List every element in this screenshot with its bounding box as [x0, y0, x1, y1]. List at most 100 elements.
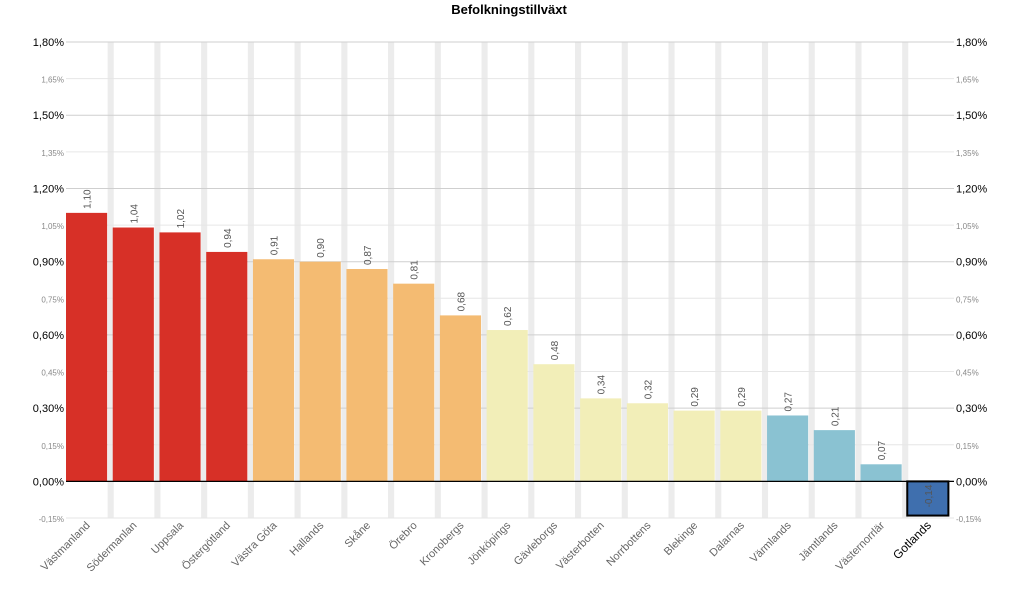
- category-gap-band: [154, 42, 161, 518]
- y-tick-major-left: 0,90%: [33, 257, 64, 269]
- data-label: 0,32: [643, 379, 654, 399]
- category-bands: [107, 42, 909, 518]
- y-tick-minor-right: 1,05%: [956, 222, 979, 231]
- category-gap-band: [294, 42, 301, 518]
- category-label: Skåne: [343, 520, 374, 551]
- y-axis-right: 1,80% 1,50% 1,20% 0,90% 0,60% 0,30% 0,00% 1,65%…: [956, 37, 987, 524]
- y-tick-major-right: 0,90%: [956, 257, 987, 269]
- category-label: Gotlands: [890, 518, 934, 562]
- y-tick-minor-left: -0,15%: [39, 515, 64, 524]
- category-gap-band: [107, 42, 114, 518]
- bar: [626, 403, 668, 482]
- y-tick-minor-left: 1,65%: [41, 76, 64, 85]
- bar: [860, 464, 902, 482]
- category-gap-band: [341, 42, 348, 518]
- bar: [252, 259, 295, 482]
- bar: [486, 330, 528, 482]
- bar: [393, 283, 435, 482]
- y-tick-minor-left: 1,35%: [41, 149, 64, 158]
- data-label: 1,02: [176, 208, 187, 228]
- category-label: Kronobergs: [418, 519, 467, 568]
- category-label: Norrbottens: [604, 519, 653, 568]
- y-tick-major-left: 1,20%: [33, 183, 64, 195]
- data-label: 0,68: [456, 291, 467, 311]
- y-tick-major-right: 0,30%: [956, 403, 987, 415]
- y-tick-minor-right: 1,65%: [956, 76, 979, 85]
- data-label: 0,34: [597, 374, 608, 394]
- bar: [439, 315, 482, 482]
- category-gap-band: [902, 42, 909, 518]
- category-label: Jönköpings: [465, 519, 513, 567]
- bar: [533, 364, 575, 482]
- y-tick-minor-left: 0,75%: [41, 295, 64, 304]
- category-gap-band: [808, 42, 815, 518]
- data-label: 0,91: [270, 235, 281, 255]
- category-gap-band: [434, 42, 441, 518]
- data-label: 0,29: [737, 387, 748, 407]
- data-label: -0,14: [924, 484, 935, 507]
- category-label: Östergötland: [180, 520, 233, 573]
- chart-title: Befolkningstillväxt: [451, 2, 567, 17]
- bar: [813, 430, 855, 482]
- category-gap-band: [388, 42, 395, 518]
- y-tick-minor-right: 1,35%: [956, 149, 979, 158]
- data-label: 0,29: [690, 387, 701, 407]
- y-axis-left: 1,80% 1,50% 1,20% 0,90% 0,60% 0,30% 0,00% 1,65%…: [33, 37, 64, 524]
- category-label: Uppsala: [149, 519, 187, 557]
- y-tick-major-right: 0,00%: [956, 476, 987, 488]
- y-tick-major-right: 1,50%: [956, 110, 987, 122]
- y-tick-minor-right: -0,15%: [956, 515, 981, 524]
- category-gap-band: [481, 42, 488, 518]
- bar: [767, 415, 809, 482]
- data-label: 0,48: [550, 340, 561, 360]
- y-tick-major-left: 0,30%: [33, 403, 64, 415]
- y-tick-minor-right: 0,15%: [956, 442, 979, 451]
- category-gap-band: [621, 42, 628, 518]
- category-label: Södermanlan: [85, 520, 140, 575]
- y-tick-major-left: 0,00%: [33, 476, 64, 488]
- bar: [673, 410, 715, 482]
- category-gap-band: [201, 42, 208, 518]
- data-label: 0,27: [784, 392, 795, 412]
- data-label: 0,07: [877, 440, 888, 460]
- y-tick-major-right: 0,60%: [956, 330, 987, 342]
- category-gap-band: [715, 42, 722, 518]
- bar: [906, 480, 950, 517]
- y-tick-minor-left: 0,15%: [41, 442, 64, 451]
- category-label: Gävleborgs: [512, 519, 561, 568]
- category-label: Örebro: [387, 520, 420, 553]
- category-gap-band: [528, 42, 535, 518]
- category-gap-band: [668, 42, 675, 518]
- category-label: Jämtlands: [797, 519, 841, 563]
- data-labels: 1,10 1,04 1,02 0,94 0,91 0,90 0,87 0,81 0,68 0,62…: [83, 189, 935, 507]
- data-label: 0,94: [223, 228, 234, 248]
- y-tick-minor-right: 0,45%: [956, 369, 979, 378]
- category-gap-band: [761, 42, 769, 518]
- y-tick-major-right: 1,20%: [956, 183, 987, 195]
- category-gap-band: [855, 42, 862, 518]
- y-tick-major-left: 0,60%: [33, 330, 64, 342]
- data-label: 0,87: [363, 245, 374, 265]
- category-label: Västerbotten: [554, 520, 607, 573]
- bar: [159, 232, 201, 482]
- bar: [66, 212, 108, 482]
- y-tick-major-right: 1,80%: [956, 37, 987, 49]
- category-gap-band: [247, 42, 254, 518]
- category-label: Dalarnas: [707, 519, 747, 559]
- bar: [720, 410, 762, 482]
- data-label: 1,04: [129, 204, 140, 224]
- category-label: Värmlands: [748, 519, 794, 565]
- data-label: 0,21: [830, 406, 841, 426]
- category-label: Blekinge: [662, 520, 700, 558]
- category-label: Västernorrlär: [834, 519, 888, 573]
- data-label: 0,62: [503, 306, 514, 326]
- y-tick-major-left: 1,80%: [33, 37, 64, 49]
- bar: [580, 398, 622, 482]
- bar: [112, 227, 154, 482]
- data-label: 0,81: [410, 260, 421, 280]
- bar: [346, 269, 388, 482]
- bars: [66, 212, 950, 517]
- category-gap-band: [574, 42, 582, 518]
